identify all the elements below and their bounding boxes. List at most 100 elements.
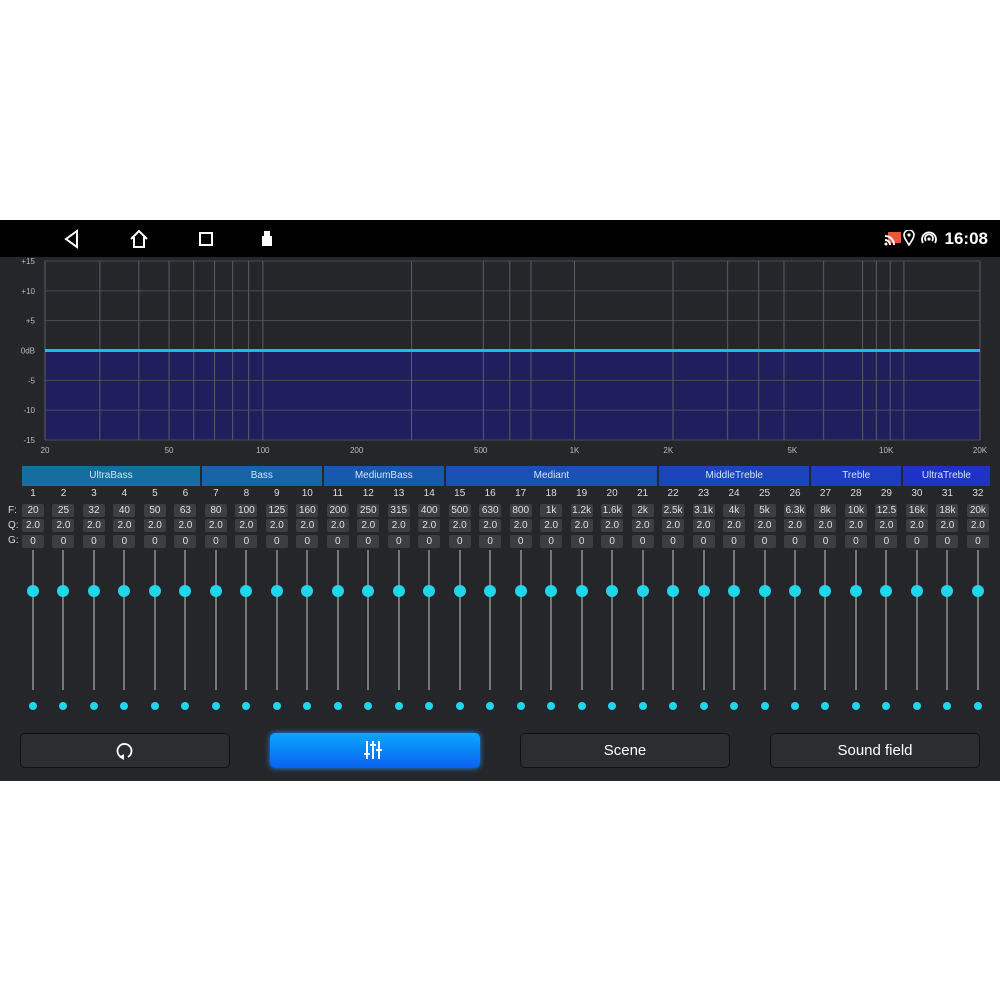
gain-slider-track[interactable]	[733, 550, 736, 690]
gain-value[interactable]: 0	[479, 535, 502, 548]
gain-slider-knob[interactable]	[606, 585, 619, 597]
gain-slider-knob[interactable]	[179, 585, 192, 597]
q-value[interactable]: 2.0	[143, 519, 166, 532]
gain-slider-knob[interactable]	[484, 585, 497, 597]
gain-value[interactable]: 0	[540, 535, 563, 548]
freq-value[interactable]: 630	[479, 504, 502, 517]
gain-slider-knob[interactable]	[941, 585, 954, 597]
freq-value[interactable]: 50	[143, 504, 166, 517]
q-value[interactable]: 2.0	[723, 519, 746, 532]
gain-slider-knob[interactable]	[667, 585, 680, 597]
gain-slider-track[interactable]	[763, 550, 766, 690]
freq-value[interactable]: 80	[204, 504, 227, 517]
gain-value[interactable]: 0	[296, 535, 319, 548]
band-group-ultratreble[interactable]: UltraTreble	[902, 466, 990, 486]
gain-slider-track[interactable]	[885, 550, 888, 690]
q-value[interactable]: 2.0	[814, 519, 837, 532]
gain-slider-knob[interactable]	[545, 585, 558, 597]
gain-value[interactable]: 0	[814, 535, 837, 548]
gain-slider-track[interactable]	[489, 550, 492, 690]
freq-value[interactable]: 16k	[905, 504, 928, 517]
q-value[interactable]: 2.0	[570, 519, 593, 532]
gain-value[interactable]: 0	[662, 535, 685, 548]
freq-value[interactable]: 40	[113, 504, 136, 517]
gain-slider-track[interactable]	[580, 550, 583, 690]
gain-slider-knob[interactable]	[301, 585, 314, 597]
gain-value[interactable]: 0	[844, 535, 867, 548]
freq-value[interactable]: 10k	[844, 504, 867, 517]
q-value[interactable]: 2.0	[387, 519, 410, 532]
freq-value[interactable]: 500	[448, 504, 471, 517]
gain-slider-track[interactable]	[32, 550, 34, 690]
freq-value[interactable]: 400	[418, 504, 441, 517]
reset-button[interactable]	[20, 733, 230, 768]
q-value[interactable]: 2.0	[82, 519, 105, 532]
gain-slider-track[interactable]	[184, 550, 187, 690]
gain-slider-track[interactable]	[458, 550, 461, 690]
gain-value[interactable]: 0	[631, 535, 654, 548]
q-value[interactable]: 2.0	[540, 519, 563, 532]
gain-slider-track[interactable]	[915, 550, 918, 690]
freq-value[interactable]: 1.6k	[601, 504, 624, 517]
q-value[interactable]: 2.0	[22, 519, 44, 532]
gain-slider-track[interactable]	[153, 550, 156, 690]
gain-slider-knob[interactable]	[270, 585, 283, 597]
freq-value[interactable]: 200	[326, 504, 349, 517]
gain-slider-track[interactable]	[336, 550, 339, 690]
gain-slider-track[interactable]	[62, 550, 65, 690]
freq-value[interactable]: 800	[509, 504, 532, 517]
freq-value[interactable]: 6.3k	[784, 504, 806, 517]
q-value[interactable]: 2.0	[662, 519, 685, 532]
gain-slider-track[interactable]	[428, 550, 431, 690]
freq-value[interactable]: 5k	[753, 504, 776, 517]
gain-slider-track[interactable]	[519, 550, 522, 690]
gain-value[interactable]: 0	[601, 535, 624, 548]
q-value[interactable]: 2.0	[753, 519, 776, 532]
gain-value[interactable]: 0	[387, 535, 410, 548]
band-group-mediumbass[interactable]: MediumBass	[323, 466, 444, 486]
gain-value[interactable]: 0	[326, 535, 349, 548]
freq-value[interactable]: 1k	[540, 504, 563, 517]
gain-slider-knob[interactable]	[148, 585, 161, 597]
gain-slider-knob[interactable]	[514, 585, 527, 597]
band-group-treble[interactable]: Treble	[811, 466, 901, 486]
gain-slider-knob[interactable]	[27, 585, 39, 597]
band-group-middletreble[interactable]: MiddleTreble	[659, 466, 810, 486]
freq-value[interactable]: 125	[265, 504, 288, 517]
gain-value[interactable]: 0	[509, 535, 532, 548]
gain-slider-track[interactable]	[214, 550, 217, 690]
gain-slider-track[interactable]	[550, 550, 553, 690]
freq-value[interactable]: 4k	[723, 504, 746, 517]
freq-value[interactable]: 100	[235, 504, 258, 517]
gain-slider-track[interactable]	[641, 550, 644, 690]
freq-value[interactable]: 315	[387, 504, 410, 517]
gain-slider-knob[interactable]	[575, 585, 588, 597]
sound-field-button[interactable]: Sound field	[770, 733, 980, 768]
gain-value[interactable]: 0	[265, 535, 288, 548]
freq-value[interactable]: 18k	[936, 504, 959, 517]
q-value[interactable]: 2.0	[235, 519, 258, 532]
freq-value[interactable]: 2.5k	[662, 504, 685, 517]
gain-value[interactable]: 0	[204, 535, 227, 548]
freq-value[interactable]: 2k	[631, 504, 654, 517]
gain-slider-knob[interactable]	[209, 585, 222, 597]
band-group-bass[interactable]: Bass	[201, 466, 322, 486]
gain-value[interactable]: 0	[936, 535, 959, 548]
freq-value[interactable]: 20	[22, 504, 44, 517]
gain-value[interactable]: 0	[113, 535, 136, 548]
scene-button[interactable]: Scene	[520, 733, 730, 768]
freq-value[interactable]: 20k	[966, 504, 989, 517]
freq-value[interactable]: 3.1k	[692, 504, 715, 517]
gain-slider-knob[interactable]	[697, 585, 710, 597]
gain-value[interactable]: 0	[143, 535, 166, 548]
gain-slider-track[interactable]	[976, 550, 979, 690]
q-value[interactable]: 2.0	[204, 519, 227, 532]
freq-value[interactable]: 160	[296, 504, 319, 517]
gain-value[interactable]: 0	[174, 535, 197, 548]
gain-slider-knob[interactable]	[789, 585, 801, 597]
q-value[interactable]: 2.0	[905, 519, 928, 532]
gain-value[interactable]: 0	[723, 535, 746, 548]
gain-slider-track[interactable]	[611, 550, 614, 690]
freq-value[interactable]: 63	[174, 504, 197, 517]
q-value[interactable]: 2.0	[265, 519, 288, 532]
